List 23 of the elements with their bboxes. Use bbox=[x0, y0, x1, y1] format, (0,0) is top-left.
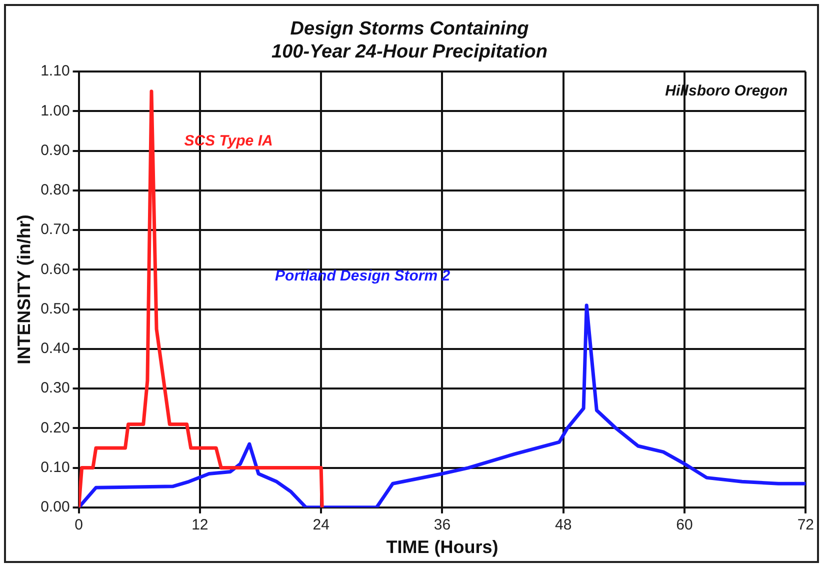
text: 100-Year 24-Hour Precipitation bbox=[272, 41, 548, 62]
x-axis-title: TIME (Hours) bbox=[386, 537, 498, 558]
x-tick-label: 0 bbox=[74, 516, 83, 534]
y-tick-label: 0.50 bbox=[40, 300, 70, 318]
x-tick-label: 48 bbox=[555, 516, 572, 534]
y-tick-label: 1.10 bbox=[40, 62, 70, 80]
y-tick-label: 0.00 bbox=[40, 498, 70, 516]
y-tick-label: 0.90 bbox=[40, 142, 70, 159]
y-tick-label: 0.70 bbox=[40, 221, 70, 238]
y-tick-label: 0.60 bbox=[40, 260, 70, 278]
y-tick-label: 1.00 bbox=[40, 102, 70, 120]
y-tick-label: 0.30 bbox=[40, 380, 70, 397]
y-tick-label: 0.80 bbox=[40, 182, 70, 199]
y-tick-label: 0.10 bbox=[40, 458, 70, 476]
x-tick-label: 24 bbox=[312, 516, 330, 534]
x-tick-label: 72 bbox=[797, 516, 814, 534]
text: Design Storms Containing bbox=[290, 18, 529, 40]
y-axis-title: INTENSITY (in/hr) bbox=[14, 214, 34, 364]
x-tick-label: 60 bbox=[676, 516, 693, 534]
y-tick-label: 0.20 bbox=[40, 419, 70, 436]
x-tick-label: 36 bbox=[434, 516, 451, 534]
x-tick-label: 12 bbox=[192, 516, 208, 534]
y-tick-label: 0.40 bbox=[40, 340, 70, 358]
